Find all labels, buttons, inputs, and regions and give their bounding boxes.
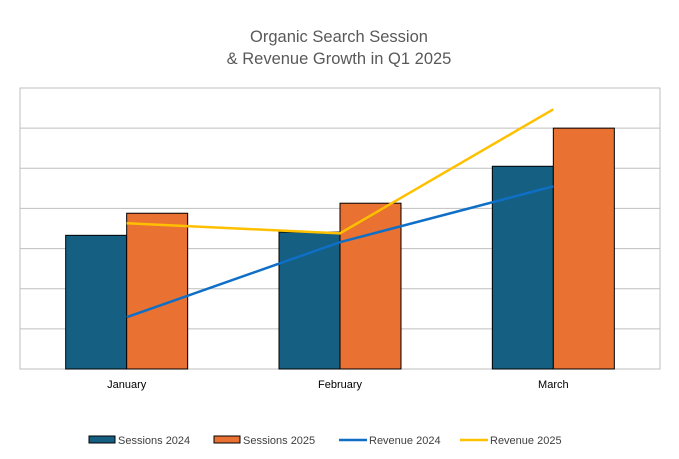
legend: Sessions 2024 Sessions 2025 Revenue 2024 Re… (88, 435, 562, 447)
x-axis-labels: January February March (107, 379, 569, 391)
lines (126, 108, 554, 319)
legend-item: Sessions 2024 (88, 435, 190, 447)
legend-label: Revenue 2025 (490, 435, 562, 447)
bar-sessions-2024-january (65, 234, 128, 370)
legend-item: Sessions 2025 (213, 435, 315, 447)
legend-item: Revenue 2025 (460, 435, 562, 447)
bars (65, 127, 615, 370)
legend-swatch (88, 435, 116, 444)
chart-title-line-1: Organic Search Session (250, 28, 428, 46)
bar-sessions-2024-march (491, 165, 554, 370)
bar-sessions-2025-march (552, 127, 615, 370)
legend-swatch (213, 435, 241, 444)
bar-sessions-2025-february (339, 202, 402, 370)
line-revenue-2024 (126, 185, 554, 319)
x-tick-label: February (318, 379, 363, 391)
x-tick-label: March (538, 379, 569, 391)
bar-sessions-2024-february (278, 231, 341, 370)
x-tick-label: January (107, 379, 147, 391)
legend-label: Sessions 2024 (118, 435, 190, 447)
line-revenue-2025 (126, 108, 554, 235)
bar-sessions-2025-january (126, 212, 189, 370)
chart-title-line-2: & Revenue Growth in Q1 2025 (227, 50, 452, 68)
legend-label: Sessions 2025 (243, 435, 315, 447)
legend-item: Revenue 2024 (339, 435, 441, 447)
legend-label: Revenue 2024 (369, 435, 441, 447)
